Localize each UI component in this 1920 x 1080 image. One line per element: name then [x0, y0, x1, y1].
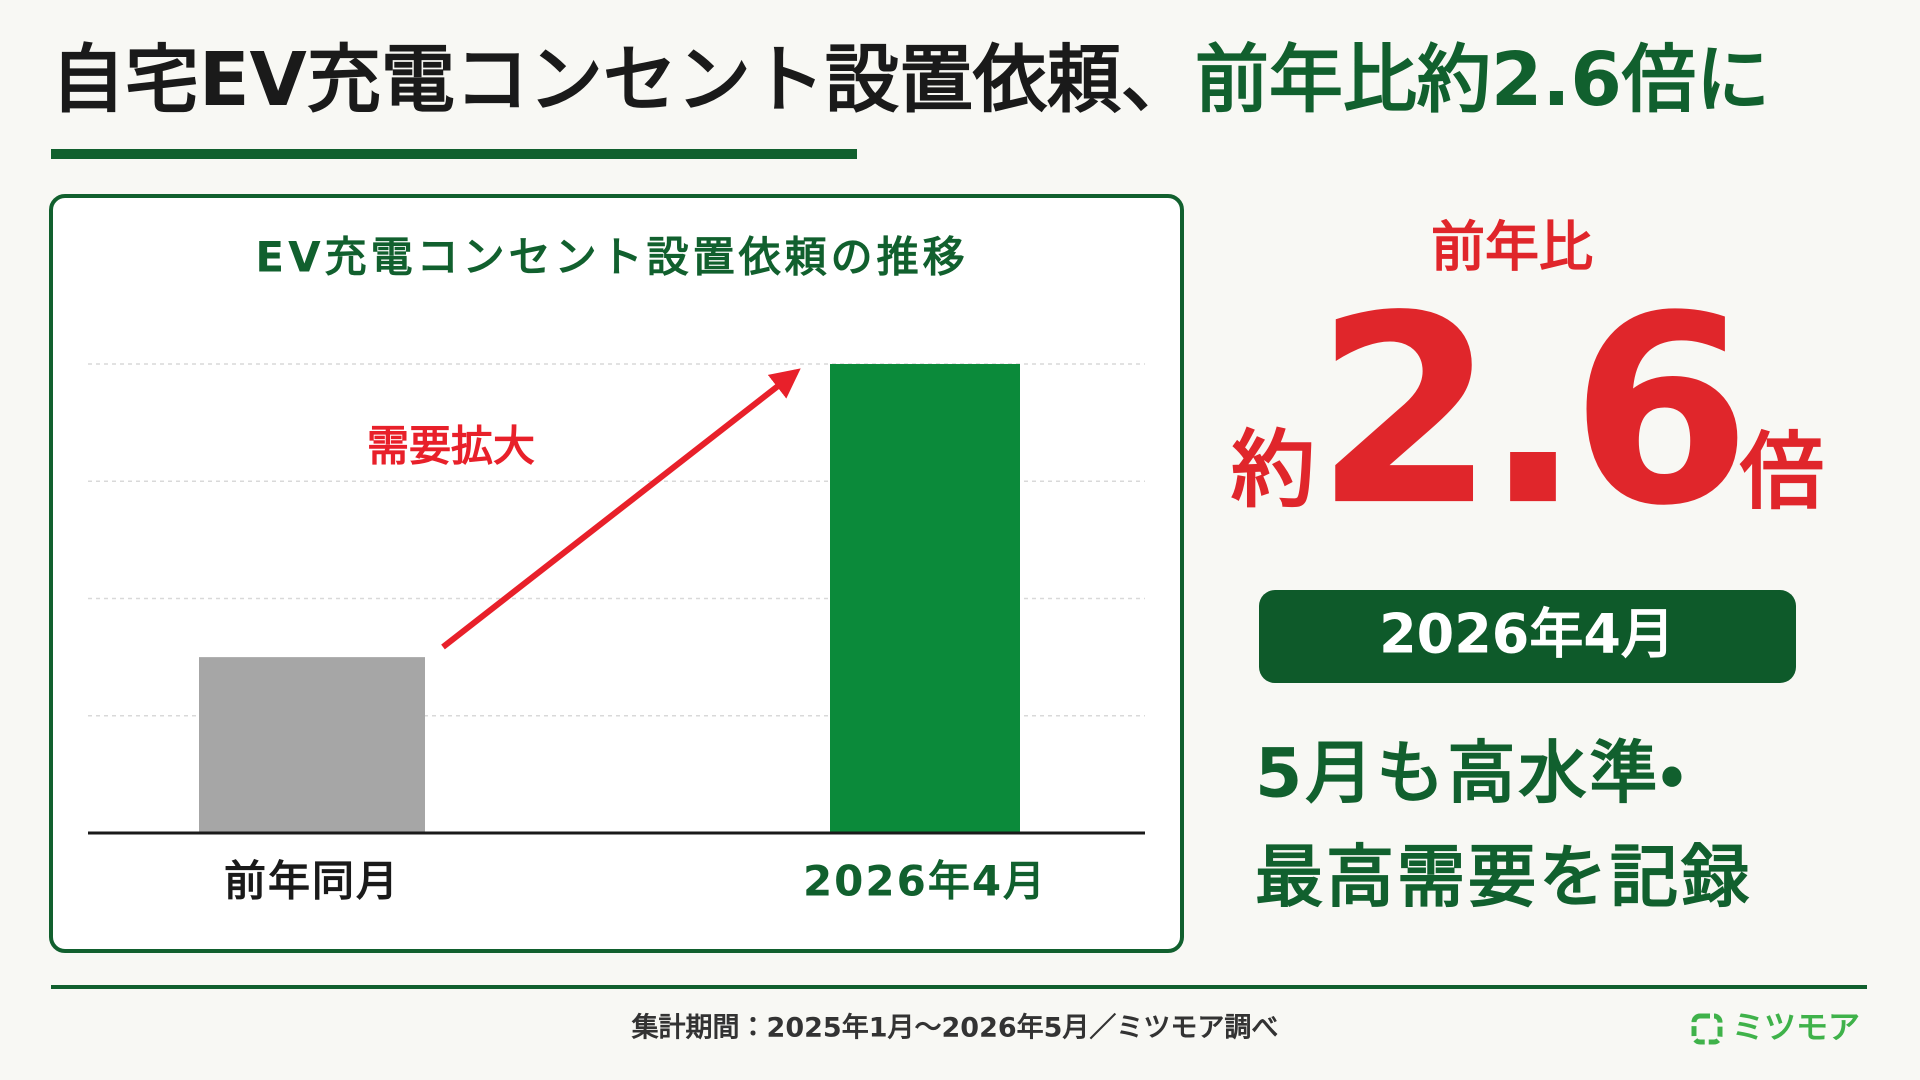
title-main: 自宅EV充電コンセント設置依頼、 — [51, 37, 1195, 123]
page-title: 自宅EV充電コンセント設置依頼、前年比約2.6倍に — [51, 37, 1770, 123]
period-badge — [1259, 590, 1796, 683]
title-underline — [51, 149, 857, 159]
annotation: 需要拡大 — [367, 422, 535, 471]
note-line: 5月も高水準・ — [1255, 735, 1686, 814]
brand-name: ミツモア — [1732, 1008, 1860, 1046]
bar — [830, 364, 1020, 833]
bar — [199, 657, 425, 833]
footer-source: 集計期間：2025年1月〜2026年5月／ミツモア調べ — [631, 1012, 1279, 1044]
title-highlight: 前年比約2.6倍に — [1195, 37, 1770, 123]
trend-arrow — [441, 368, 801, 650]
x-tick-label: 2026年4月 — [803, 857, 1047, 906]
ratio-value: 2.6 — [1315, 261, 1741, 563]
chart-title: EV充電コンセント設置依頼の推移 — [255, 233, 968, 282]
ratio-label: 前年比 — [1431, 216, 1593, 279]
x-tick-label: 前年同月 — [224, 857, 400, 906]
ratio-suffix: 倍 — [1739, 423, 1824, 521]
ratio-prefix: 約 — [1231, 421, 1315, 519]
brand-icon — [1691, 1013, 1723, 1045]
note-line: 最高需要を記録 — [1255, 839, 1752, 918]
period-text: 2026年4月 — [1379, 603, 1675, 666]
footer-rule — [51, 985, 1867, 989]
plot: 前年同月 2026年4月 — [88, 363, 1145, 906]
